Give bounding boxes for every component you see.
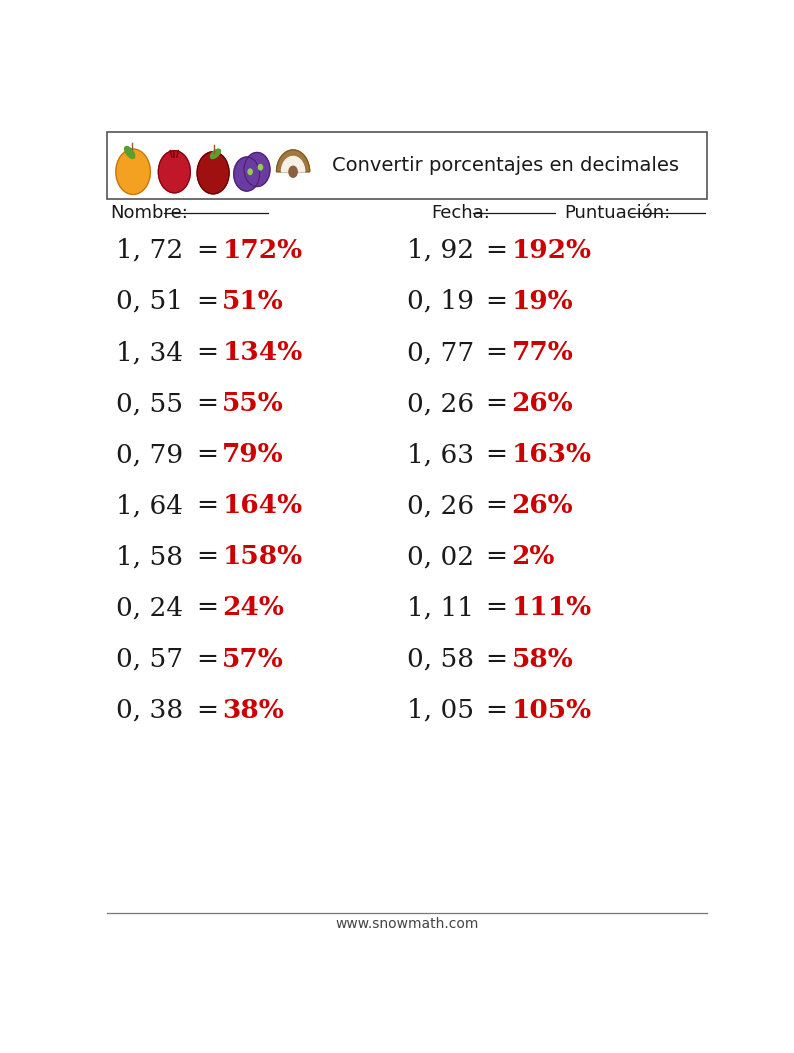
- Text: 1, 64: 1, 64: [117, 493, 183, 518]
- Circle shape: [248, 170, 252, 175]
- Circle shape: [233, 157, 260, 191]
- Text: 105%: 105%: [511, 698, 592, 722]
- Text: 1, 11: 1, 11: [407, 596, 474, 620]
- Text: =: =: [196, 340, 218, 365]
- Circle shape: [258, 164, 263, 170]
- Wedge shape: [276, 150, 310, 172]
- Text: 0, 77: 0, 77: [407, 340, 474, 365]
- Circle shape: [289, 166, 297, 177]
- Text: Fecha:: Fecha:: [432, 204, 491, 222]
- Text: =: =: [196, 493, 218, 518]
- Ellipse shape: [210, 150, 221, 159]
- Text: 164%: 164%: [222, 493, 303, 518]
- Text: 38%: 38%: [222, 698, 284, 722]
- Text: 0, 26: 0, 26: [407, 493, 474, 518]
- Text: www.snowmath.com: www.snowmath.com: [335, 917, 479, 931]
- Text: Nombre:: Nombre:: [110, 204, 188, 222]
- Text: 0, 19: 0, 19: [407, 289, 474, 314]
- Text: =: =: [485, 544, 507, 570]
- Text: 1, 05: 1, 05: [407, 698, 474, 722]
- Text: 192%: 192%: [511, 238, 592, 263]
- Text: 172%: 172%: [222, 238, 303, 263]
- Text: 111%: 111%: [511, 596, 592, 620]
- Text: 0, 79: 0, 79: [117, 442, 183, 468]
- Text: =: =: [196, 289, 218, 314]
- Text: 1, 63: 1, 63: [407, 442, 474, 468]
- Text: =: =: [485, 698, 507, 722]
- Text: =: =: [485, 647, 507, 672]
- Text: =: =: [196, 596, 218, 620]
- Circle shape: [197, 152, 229, 194]
- Text: 55%: 55%: [222, 391, 284, 416]
- Text: =: =: [485, 493, 507, 518]
- Text: =: =: [196, 544, 218, 570]
- Text: 163%: 163%: [511, 442, 592, 468]
- Text: =: =: [485, 391, 507, 416]
- Text: =: =: [485, 238, 507, 263]
- Text: 0, 51: 0, 51: [117, 289, 183, 314]
- Text: 0, 58: 0, 58: [407, 647, 474, 672]
- Text: =: =: [485, 289, 507, 314]
- Text: 26%: 26%: [511, 391, 573, 416]
- Text: 26%: 26%: [511, 493, 573, 518]
- Text: 51%: 51%: [222, 289, 284, 314]
- Text: =: =: [196, 442, 218, 468]
- Wedge shape: [281, 157, 305, 172]
- Text: =: =: [485, 596, 507, 620]
- Text: 158%: 158%: [222, 544, 303, 570]
- Text: 0, 55: 0, 55: [117, 391, 183, 416]
- Text: 1, 34: 1, 34: [117, 340, 183, 365]
- Text: =: =: [196, 391, 218, 416]
- Text: 1, 92: 1, 92: [407, 238, 474, 263]
- Text: 1, 72: 1, 72: [117, 238, 183, 263]
- Text: 2%: 2%: [511, 544, 555, 570]
- Text: Convertir porcentajes en decimales: Convertir porcentajes en decimales: [332, 156, 679, 175]
- Text: 0, 57: 0, 57: [117, 647, 183, 672]
- Text: 0, 38: 0, 38: [117, 698, 183, 722]
- Text: 19%: 19%: [511, 289, 573, 314]
- Ellipse shape: [125, 146, 135, 158]
- Bar: [107, 132, 707, 199]
- Text: 1, 58: 1, 58: [117, 544, 183, 570]
- Circle shape: [244, 153, 270, 186]
- Text: Puntuación:: Puntuación:: [565, 204, 671, 222]
- Circle shape: [116, 150, 150, 195]
- Text: =: =: [196, 238, 218, 263]
- Circle shape: [158, 151, 191, 193]
- Text: 77%: 77%: [511, 340, 573, 365]
- Text: 0, 24: 0, 24: [117, 596, 183, 620]
- Text: 24%: 24%: [222, 596, 284, 620]
- Text: 0, 02: 0, 02: [407, 544, 474, 570]
- Text: =: =: [196, 698, 218, 722]
- Text: 0, 26: 0, 26: [407, 391, 474, 416]
- Text: =: =: [485, 340, 507, 365]
- Text: 57%: 57%: [222, 647, 284, 672]
- Text: 134%: 134%: [222, 340, 303, 365]
- Text: 79%: 79%: [222, 442, 284, 468]
- Text: 58%: 58%: [511, 647, 573, 672]
- Text: =: =: [196, 647, 218, 672]
- Text: =: =: [485, 442, 507, 468]
